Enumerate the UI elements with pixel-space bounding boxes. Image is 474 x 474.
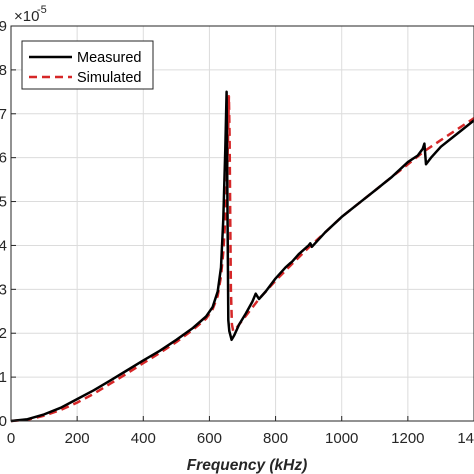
x-tick-label: 0 [7, 430, 15, 447]
y-tick-label: 8 [0, 62, 7, 79]
x-tick-label: 800 [263, 430, 288, 447]
x-tick-label: 1000 [325, 430, 358, 447]
y-exponent-label: ×10 -5 [14, 4, 47, 25]
x-tick-label: 200 [65, 430, 90, 447]
legend-box [21, 40, 154, 90]
y-tick-label: 4 [0, 237, 7, 254]
y-tick-label: 5 [0, 194, 7, 211]
legend-label-measured: Measured [77, 50, 141, 66]
x-tick-label: 600 [197, 430, 222, 447]
series-line-measured [10, 90, 474, 423]
legend: Measured Simulated [21, 40, 154, 90]
y-tick-label: 6 [0, 150, 7, 167]
y-tick-label: 0 [0, 413, 7, 430]
y-tick-label: 3 [0, 281, 7, 298]
series-layer [10, 90, 474, 423]
y-tick-label: 1 [0, 369, 7, 386]
legend-label-simulated: Simulated [77, 70, 141, 86]
x-axis-label: Frequency (kHz) [187, 457, 308, 474]
series-line-simulated [10, 94, 474, 423]
y-exponent-power: -5 [37, 4, 47, 16]
y-tick-label: 7 [0, 106, 7, 123]
y-tick-label: 9 [0, 18, 7, 35]
x-tick-label: 1200 [391, 430, 424, 447]
x-tick-label: 1400 [457, 430, 474, 447]
axis-ticks: 0 200 400 600 800 1000 1200 1400 0 1 2 3 4 5 6 7 8 9 [0, 18, 474, 447]
y-exponent-base: ×10 [14, 8, 39, 25]
x-tick-label: 400 [131, 430, 156, 447]
y-tick-label: 2 [0, 325, 7, 342]
plot-frame [10, 25, 474, 422]
